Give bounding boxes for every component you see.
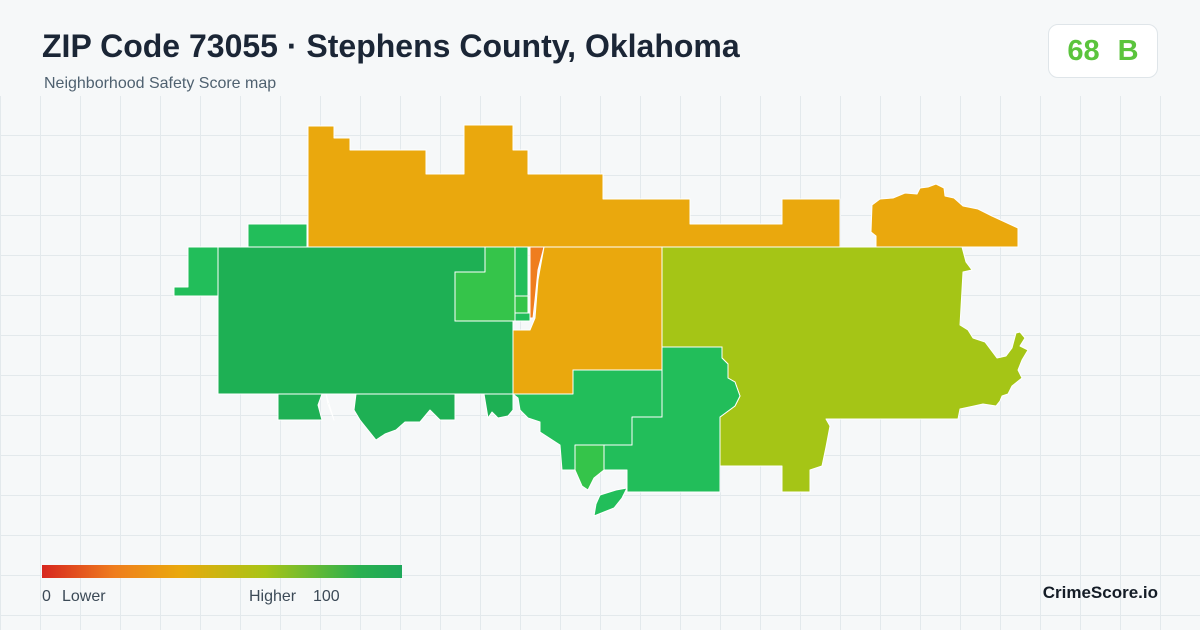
- page-title: ZIP Code 73055 · Stephens County, Oklaho…: [42, 28, 740, 64]
- map-region-southwest-2[interactable]: [325, 393, 335, 421]
- legend-min-label: Lower: [62, 588, 106, 605]
- map-region-northwest-small[interactable]: [247, 223, 308, 248]
- map-region-central-strip-3[interactable]: [514, 312, 531, 322]
- map-region-central-strip-1[interactable]: [514, 246, 529, 297]
- map-region-southwest-4[interactable]: [483, 393, 514, 419]
- brand-logo-text[interactable]: CrimeScore.io: [1042, 583, 1158, 602]
- legend-gradient-bar: [42, 565, 402, 578]
- legend-max-value: 100: [313, 588, 340, 605]
- map-region-central-strip-2[interactable]: [514, 295, 529, 314]
- legend-min-value: 0: [42, 588, 51, 605]
- score-value: 68: [1067, 34, 1100, 67]
- map-region-south-tip[interactable]: [593, 487, 628, 517]
- map-region-south[interactable]: [512, 369, 663, 471]
- map-region-northeast[interactable]: [870, 183, 1019, 248]
- map-region-southwest-1[interactable]: [277, 393, 323, 421]
- map-region-south-lime[interactable]: [574, 444, 605, 491]
- page-subtitle: Neighborhood Safety Score map: [44, 75, 277, 92]
- header-band: [0, 0, 1200, 96]
- map-region-west-edge[interactable]: [173, 246, 219, 297]
- legend-max-label: Higher: [249, 588, 297, 605]
- safety-score-badge: 68 B: [1048, 24, 1158, 78]
- map-region-southwest-3[interactable]: [353, 393, 456, 441]
- score-grade: B: [1117, 34, 1139, 67]
- map-region-north[interactable]: [307, 124, 841, 248]
